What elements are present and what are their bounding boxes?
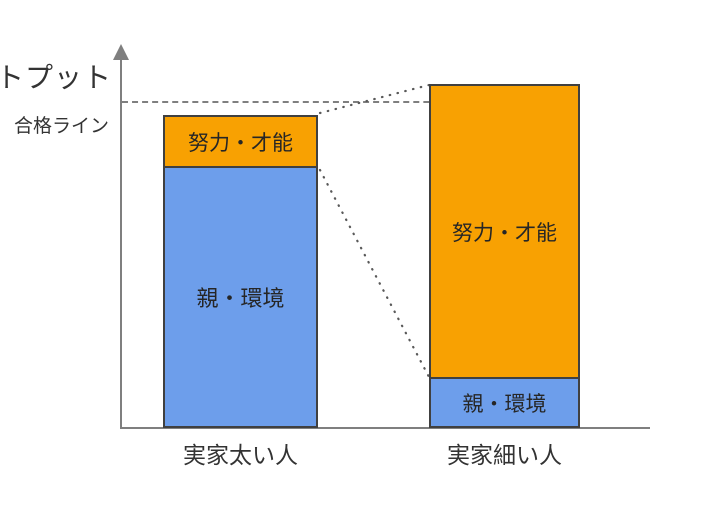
bar-left-segment-parents-environment: 親・環境 — [163, 168, 318, 428]
category-label-left: 実家太い人 — [183, 442, 298, 468]
segment-label: 努力・才能 — [188, 131, 293, 155]
y-axis-title: アウトプット — [0, 62, 113, 93]
segment-label: 親・環境 — [462, 392, 547, 416]
segment-label: 親・環境 — [196, 286, 285, 311]
y-axis — [120, 58, 122, 428]
bar-right-segment-effort-talent: 努力・才能 — [429, 84, 580, 379]
x-axis — [120, 427, 650, 429]
pass-line-label: 合格ライン — [14, 116, 110, 137]
bar-left-segment-effort-talent: 努力・才能 — [163, 115, 318, 168]
y-axis-arrow-icon — [113, 44, 129, 60]
bar-right-segment-parents-environment: 親・環境 — [429, 379, 580, 428]
segment-label: 努力・才能 — [452, 221, 557, 245]
category-label-right: 実家細い人 — [447, 442, 562, 468]
